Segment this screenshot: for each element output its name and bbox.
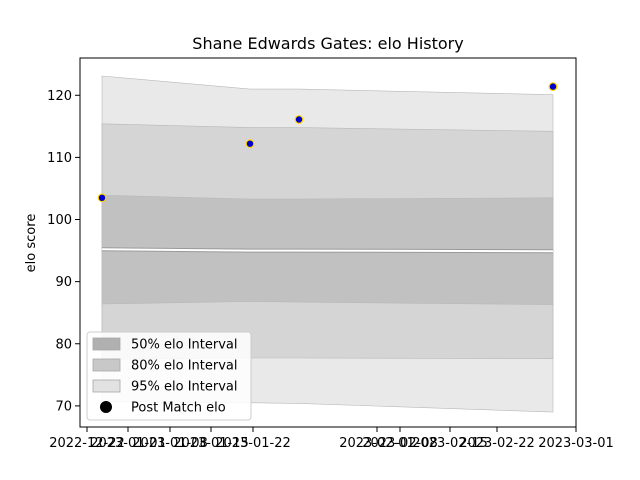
y-tick-label: 110 bbox=[47, 151, 72, 166]
plot-frame bbox=[79, 57, 577, 428]
y-tick-label: 90 bbox=[55, 275, 72, 290]
y-tick-label: 100 bbox=[47, 213, 72, 228]
y-tick-label: 70 bbox=[55, 399, 72, 414]
data-point bbox=[548, 82, 558, 91]
legend-swatch bbox=[92, 337, 121, 351]
y-axis-label: elo score bbox=[24, 214, 39, 273]
legend-swatch bbox=[92, 379, 121, 393]
legend-label: Post Match elo bbox=[131, 401, 226, 416]
x-tick-label: 2023-02-15 bbox=[412, 436, 488, 451]
x-tick-label: 2023-03-01 bbox=[538, 436, 614, 451]
y-tick-label: 80 bbox=[55, 337, 72, 352]
data-point bbox=[245, 139, 255, 149]
x-tick-label: 2023-01-01 bbox=[90, 436, 166, 451]
chart-title: Shane Edwards Gates: elo History bbox=[192, 34, 463, 53]
legend-label: 95% elo Interval bbox=[131, 380, 238, 395]
plot-area bbox=[97, 75, 558, 413]
data-point bbox=[97, 193, 107, 203]
legend-marker-post-match bbox=[100, 401, 112, 413]
x-tick-label: 2022-12-22 bbox=[49, 436, 125, 451]
data-point bbox=[294, 115, 304, 124]
legend: 50% elo Interval 80% elo Interval 95% elo … bbox=[86, 331, 252, 421]
legend-label: 80% elo Interval bbox=[131, 359, 238, 374]
y-tick-label: 120 bbox=[47, 89, 72, 104]
legend-swatch bbox=[92, 358, 121, 372]
x-tick-label: 2023-02-22 bbox=[459, 436, 535, 451]
x-tick-label: 2023-01-15 bbox=[173, 436, 249, 451]
x-tick-label: 2023-02-01 bbox=[339, 436, 415, 451]
axes: 7080901001101202022-12-222023-01-012023-… bbox=[47, 57, 614, 451]
legend-label: 50% elo Interval bbox=[131, 338, 238, 353]
x-tick-label: 2023-01-22 bbox=[215, 436, 291, 451]
mean-line bbox=[101, 248, 554, 253]
legend-box bbox=[86, 331, 252, 421]
x-tick-label: 2023-02-08 bbox=[362, 436, 438, 451]
x-tick-label: 2023-01-08 bbox=[132, 436, 208, 451]
